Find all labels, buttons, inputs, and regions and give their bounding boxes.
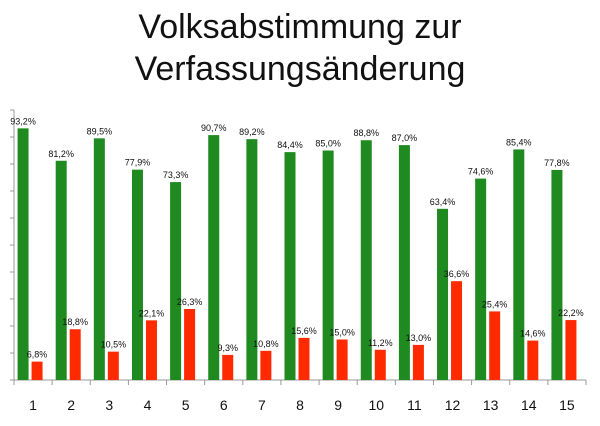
x-tick-label-9: 9 [334,397,342,413]
data-label-series-2-cat-15: 22,2% [558,308,584,318]
data-label-series-2-cat-5: 26,3% [177,297,203,307]
bar-series-2-cat-10 [374,349,386,380]
x-tick-label-15: 15 [559,397,575,413]
data-label-series-2-cat-6: 9,3% [217,343,238,353]
bar-series-2-cat-11 [412,344,424,380]
data-label-series-2-cat-2: 18,8% [62,317,88,327]
bar-series-2-cat-12 [451,281,463,380]
data-label-series-1-cat-15: 77,8% [544,158,570,168]
bar-series-1-cat-4 [131,169,143,380]
bar-series-1-cat-8 [284,152,296,380]
bar-series-1-cat-9 [322,150,334,380]
bar-series-2-cat-6 [222,354,234,380]
data-label-series-1-cat-8: 84,4% [277,140,303,150]
bar-series-1-cat-11 [398,145,410,380]
x-tick-label-7: 7 [258,397,266,413]
bar-series-1-cat-5 [170,182,182,380]
bar-series-1-cat-6 [208,135,220,380]
bar-series-1-cat-13 [475,178,487,380]
data-label-series-1-cat-11: 87,0% [392,133,418,143]
x-tick-label-11: 11 [407,397,422,413]
bar-series-2-cat-5 [184,308,196,380]
data-label-series-1-cat-14: 85,4% [506,137,532,147]
bar-series-2-cat-13 [489,311,501,380]
bar-series-2-cat-9 [336,339,348,380]
data-label-series-1-cat-1: 93,2% [10,116,36,126]
bar-series-1-cat-10 [360,140,372,380]
chart-title-line-2: Verfassungsänderung [134,50,466,88]
data-label-series-1-cat-13: 74,6% [468,167,494,177]
bar-series-1-cat-3 [93,138,105,380]
x-tick-label-10: 10 [368,397,384,413]
data-label-series-2-cat-9: 15,0% [329,328,355,338]
data-label-series-1-cat-10: 88,8% [354,128,380,138]
x-tick-label-5: 5 [182,397,190,413]
x-tick-label-6: 6 [220,397,228,413]
data-label-series-1-cat-12: 63,4% [430,197,456,207]
data-label-series-2-cat-10: 11,2% [368,338,393,348]
x-tick-label-1: 1 [29,397,37,413]
data-label-series-2-cat-8: 15,6% [291,326,317,336]
chart-title-line-1: Volksabstimmung zur [138,8,462,46]
x-tick-label-8: 8 [296,397,304,413]
bar-series-1-cat-12 [437,208,449,380]
x-tick-label-3: 3 [105,397,113,413]
data-label-series-2-cat-12: 36,6% [444,269,470,279]
data-label-series-1-cat-5: 73,3% [163,170,189,180]
x-tick-label-13: 13 [483,397,499,413]
x-tick-label-4: 4 [144,397,152,413]
data-label-series-2-cat-4: 22,1% [139,308,165,318]
bar-series-1-cat-1 [17,128,29,380]
data-label-series-1-cat-2: 81,2% [48,149,74,159]
x-tick-label-12: 12 [445,397,461,413]
bar-series-2-cat-2 [69,329,81,380]
bar-series-2-cat-4 [145,320,157,380]
bar-series-2-cat-8 [298,337,310,380]
data-label-series-2-cat-1: 6,8% [27,350,48,360]
data-label-series-2-cat-3: 10,5% [101,340,127,350]
x-tick-label-2: 2 [67,397,75,413]
data-label-series-1-cat-4: 77,9% [125,158,151,168]
bar-series-2-cat-14 [527,340,539,380]
data-label-series-2-cat-11: 13,0% [406,333,432,343]
data-label-series-1-cat-6: 90,7% [201,123,227,133]
data-label-series-2-cat-14: 14,6% [520,329,546,339]
bar-series-2-cat-7 [260,350,272,380]
bar-series-1-cat-2 [55,160,67,380]
data-label-series-1-cat-7: 89,2% [239,127,265,137]
bar-series-2-cat-1 [31,361,43,380]
bar-series-1-cat-7 [246,139,258,380]
bar-series-2-cat-3 [107,351,119,380]
x-tick-label-14: 14 [521,397,537,413]
bar-series-2-cat-15 [565,320,577,380]
data-label-series-1-cat-9: 85,0% [315,139,341,149]
data-label-series-1-cat-3: 89,5% [87,126,113,136]
bar-series-1-cat-14 [513,149,525,380]
data-label-series-2-cat-7: 10,8% [253,339,279,349]
bar-series-1-cat-15 [551,169,563,380]
chart-title: Volksabstimmung zur Verfassungsänderung [0,6,600,90]
data-label-series-2-cat-13: 25,4% [482,299,508,309]
